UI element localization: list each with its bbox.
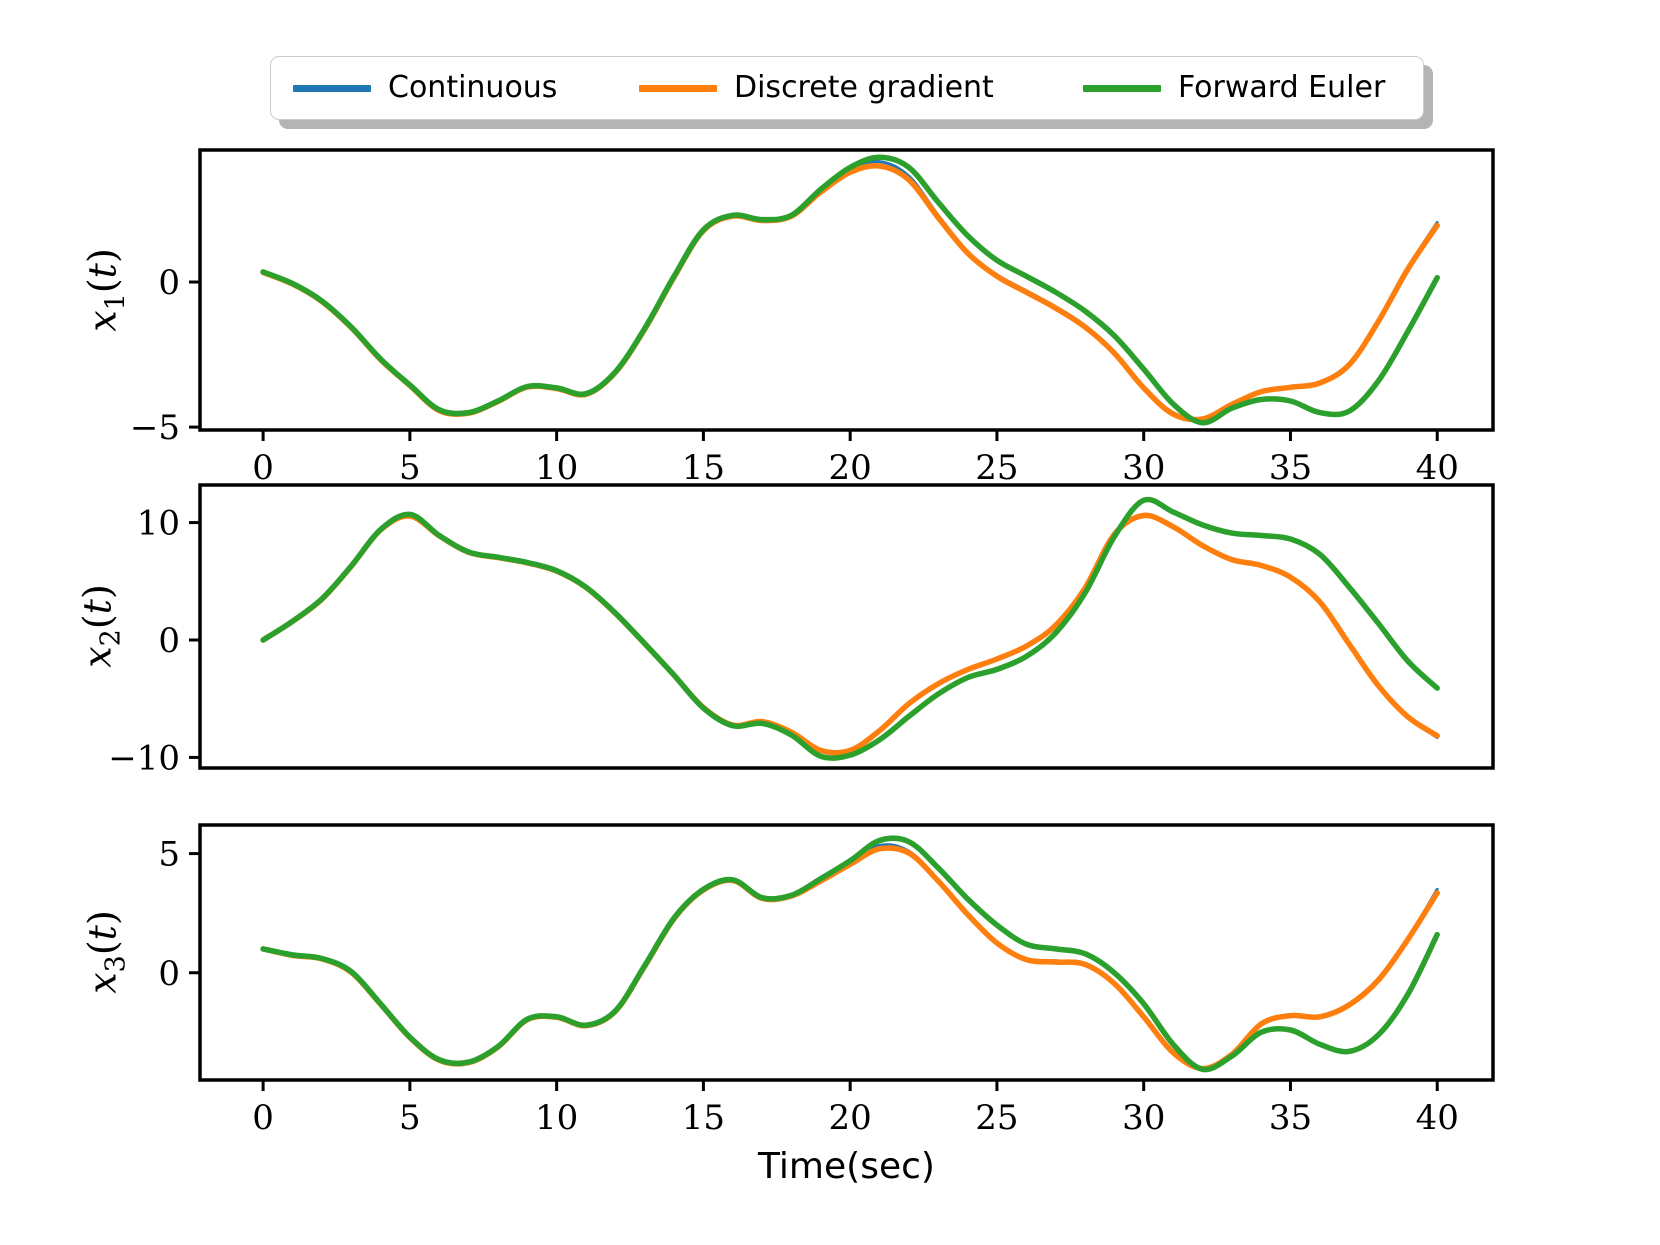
legend-item-forward-euler: Forward Euler bbox=[1083, 57, 1385, 119]
legend: Continuous Discrete gradient Forward Eul… bbox=[270, 56, 1424, 120]
x-tick-label: 0 bbox=[252, 1098, 274, 1138]
x-tick-label: 30 bbox=[1122, 1098, 1165, 1138]
x-tick-label: 20 bbox=[829, 448, 872, 488]
axes-frame bbox=[198, 148, 1495, 432]
y-tick-label: −5 bbox=[130, 408, 180, 448]
y-tick-label: 0 bbox=[158, 263, 180, 303]
y-tick-label: 0 bbox=[158, 621, 180, 661]
discrete-gradient-line-swatch bbox=[639, 84, 717, 92]
x-tick-label: 10 bbox=[535, 1098, 578, 1138]
forward-euler-line-swatch bbox=[1083, 84, 1161, 92]
x-tick-label: 5 bbox=[399, 1098, 421, 1138]
continuous-line-swatch bbox=[293, 84, 371, 92]
series-discrete-gradient bbox=[260, 512, 1440, 756]
legend-label: Continuous bbox=[388, 70, 558, 105]
x-tick-label: 0 bbox=[252, 448, 274, 488]
series-continuous bbox=[261, 159, 1439, 421]
y-tick-label: 10 bbox=[137, 504, 180, 544]
x-tick-label: 40 bbox=[1416, 1098, 1459, 1138]
subplot-x1: 0 5 10 15 20 25 30 35 40 0 −5 bbox=[130, 148, 1495, 488]
x-tick-label: 25 bbox=[975, 1098, 1018, 1138]
x-axis-label: Time(sec) bbox=[758, 1146, 935, 1187]
x-tick-label: 15 bbox=[682, 1098, 725, 1138]
legend-item-discrete-gradient: Discrete gradient bbox=[639, 57, 994, 119]
y-tick-label: 0 bbox=[158, 954, 180, 994]
x-tick-label: 10 bbox=[535, 448, 578, 488]
x-tick-label: 40 bbox=[1416, 448, 1459, 488]
legend-item-continuous: Continuous bbox=[293, 57, 557, 119]
x-tick-label: 30 bbox=[1122, 448, 1165, 488]
series-discrete-gradient bbox=[260, 162, 1440, 423]
series-forward-euler bbox=[260, 835, 1440, 1073]
series-continuous bbox=[261, 512, 1439, 756]
axes-frame bbox=[198, 483, 1495, 770]
series-forward-euler bbox=[260, 154, 1440, 426]
subplot-x2: 10 0 −10 bbox=[108, 483, 1495, 778]
y-tick-label: 5 bbox=[158, 835, 180, 875]
x-tick-label: 35 bbox=[1269, 1098, 1312, 1138]
series-forward-euler bbox=[260, 496, 1440, 761]
x-tick-label: 5 bbox=[399, 448, 421, 488]
x-tick-label: 15 bbox=[682, 448, 725, 488]
subplot-x3: 0 5 10 15 20 25 30 35 40 5 0 bbox=[158, 823, 1495, 1138]
series-discrete-gradient bbox=[260, 845, 1440, 1072]
axes-frame bbox=[198, 823, 1495, 1082]
y-tick-label: −10 bbox=[108, 738, 180, 778]
legend-label: Forward Euler bbox=[1178, 70, 1386, 105]
x-tick-label: 25 bbox=[975, 448, 1018, 488]
legend-label: Discrete gradient bbox=[734, 70, 994, 105]
x-tick-label: 20 bbox=[829, 1098, 872, 1138]
x-tick-label: 35 bbox=[1269, 448, 1312, 488]
